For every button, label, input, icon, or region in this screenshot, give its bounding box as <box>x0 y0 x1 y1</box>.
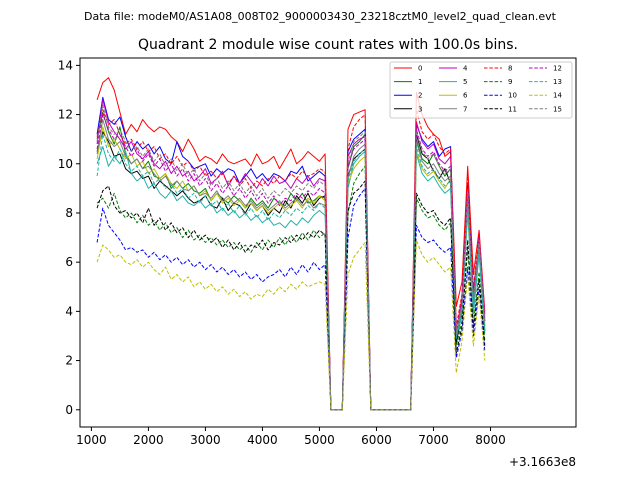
legend-label-4: 4 <box>463 65 468 73</box>
series-layer <box>96 77 486 411</box>
y-tick-label: 14 <box>58 58 73 72</box>
legend-label-15: 15 <box>553 105 562 113</box>
series-line-12 <box>96 114 486 411</box>
y-tick-label: 4 <box>65 304 73 318</box>
series-line-9 <box>96 165 486 411</box>
x-tick-label: 6000 <box>361 433 392 447</box>
x-tick-label: 2000 <box>133 433 164 447</box>
legend-label-8: 8 <box>508 65 512 73</box>
x-tick-label: 4000 <box>247 433 278 447</box>
series-line-7 <box>96 119 486 411</box>
legend-label-12: 12 <box>553 65 562 73</box>
series-line-14 <box>96 239 486 411</box>
series-line-15 <box>96 104 486 411</box>
x-tick-label: 7000 <box>418 433 449 447</box>
series-line-11 <box>96 180 486 411</box>
legend-label-11: 11 <box>508 105 517 113</box>
x-tick-label: 1000 <box>76 433 107 447</box>
plot-frame <box>79 57 577 428</box>
y-tick-label: 8 <box>65 206 73 220</box>
legend-label-13: 13 <box>553 78 562 86</box>
legend-label-10: 10 <box>508 92 517 100</box>
x-tick-label: 8000 <box>475 433 506 447</box>
legend-label-2: 2 <box>418 92 422 100</box>
plot-area <box>79 57 577 428</box>
y-tick-label: 6 <box>65 255 73 269</box>
series-line-6 <box>96 126 486 411</box>
y-axis: 0 2 4 6 8 10 12 14 <box>58 58 80 417</box>
series-line-5 <box>96 146 486 411</box>
series-line-13 <box>96 133 486 411</box>
x-tick-label: 3000 <box>190 433 221 447</box>
legend-label-1: 1 <box>418 78 422 86</box>
legend-label-5: 5 <box>463 78 467 86</box>
series-line-4 <box>96 99 486 411</box>
y-tick-label: 10 <box>58 157 73 171</box>
x-axis: 1000 2000 3000 4000 5000 6000 7000 8000 <box>76 427 506 447</box>
x-tick-label: 5000 <box>304 433 335 447</box>
figure-suptitle: Data file: modeM0/AS1A08_008T02_90000034… <box>84 10 557 23</box>
legend-label-6: 6 <box>463 92 468 100</box>
legend-label-0: 0 <box>418 65 422 73</box>
y-tick-label: 12 <box>58 108 73 122</box>
series-line-3 <box>96 131 486 411</box>
x-offset-label: +3.1663e8 <box>509 455 576 469</box>
y-tick-label: 2 <box>65 354 73 368</box>
chart-title: Quadrant 2 module wise count rates with … <box>138 37 518 53</box>
legend-label-9: 9 <box>508 78 512 86</box>
y-tick-label: 0 <box>65 403 73 417</box>
legend-label-14: 14 <box>553 92 562 100</box>
legend-frame <box>389 61 573 119</box>
legend-label-7: 7 <box>463 105 467 113</box>
legend-label-3: 3 <box>418 105 422 113</box>
